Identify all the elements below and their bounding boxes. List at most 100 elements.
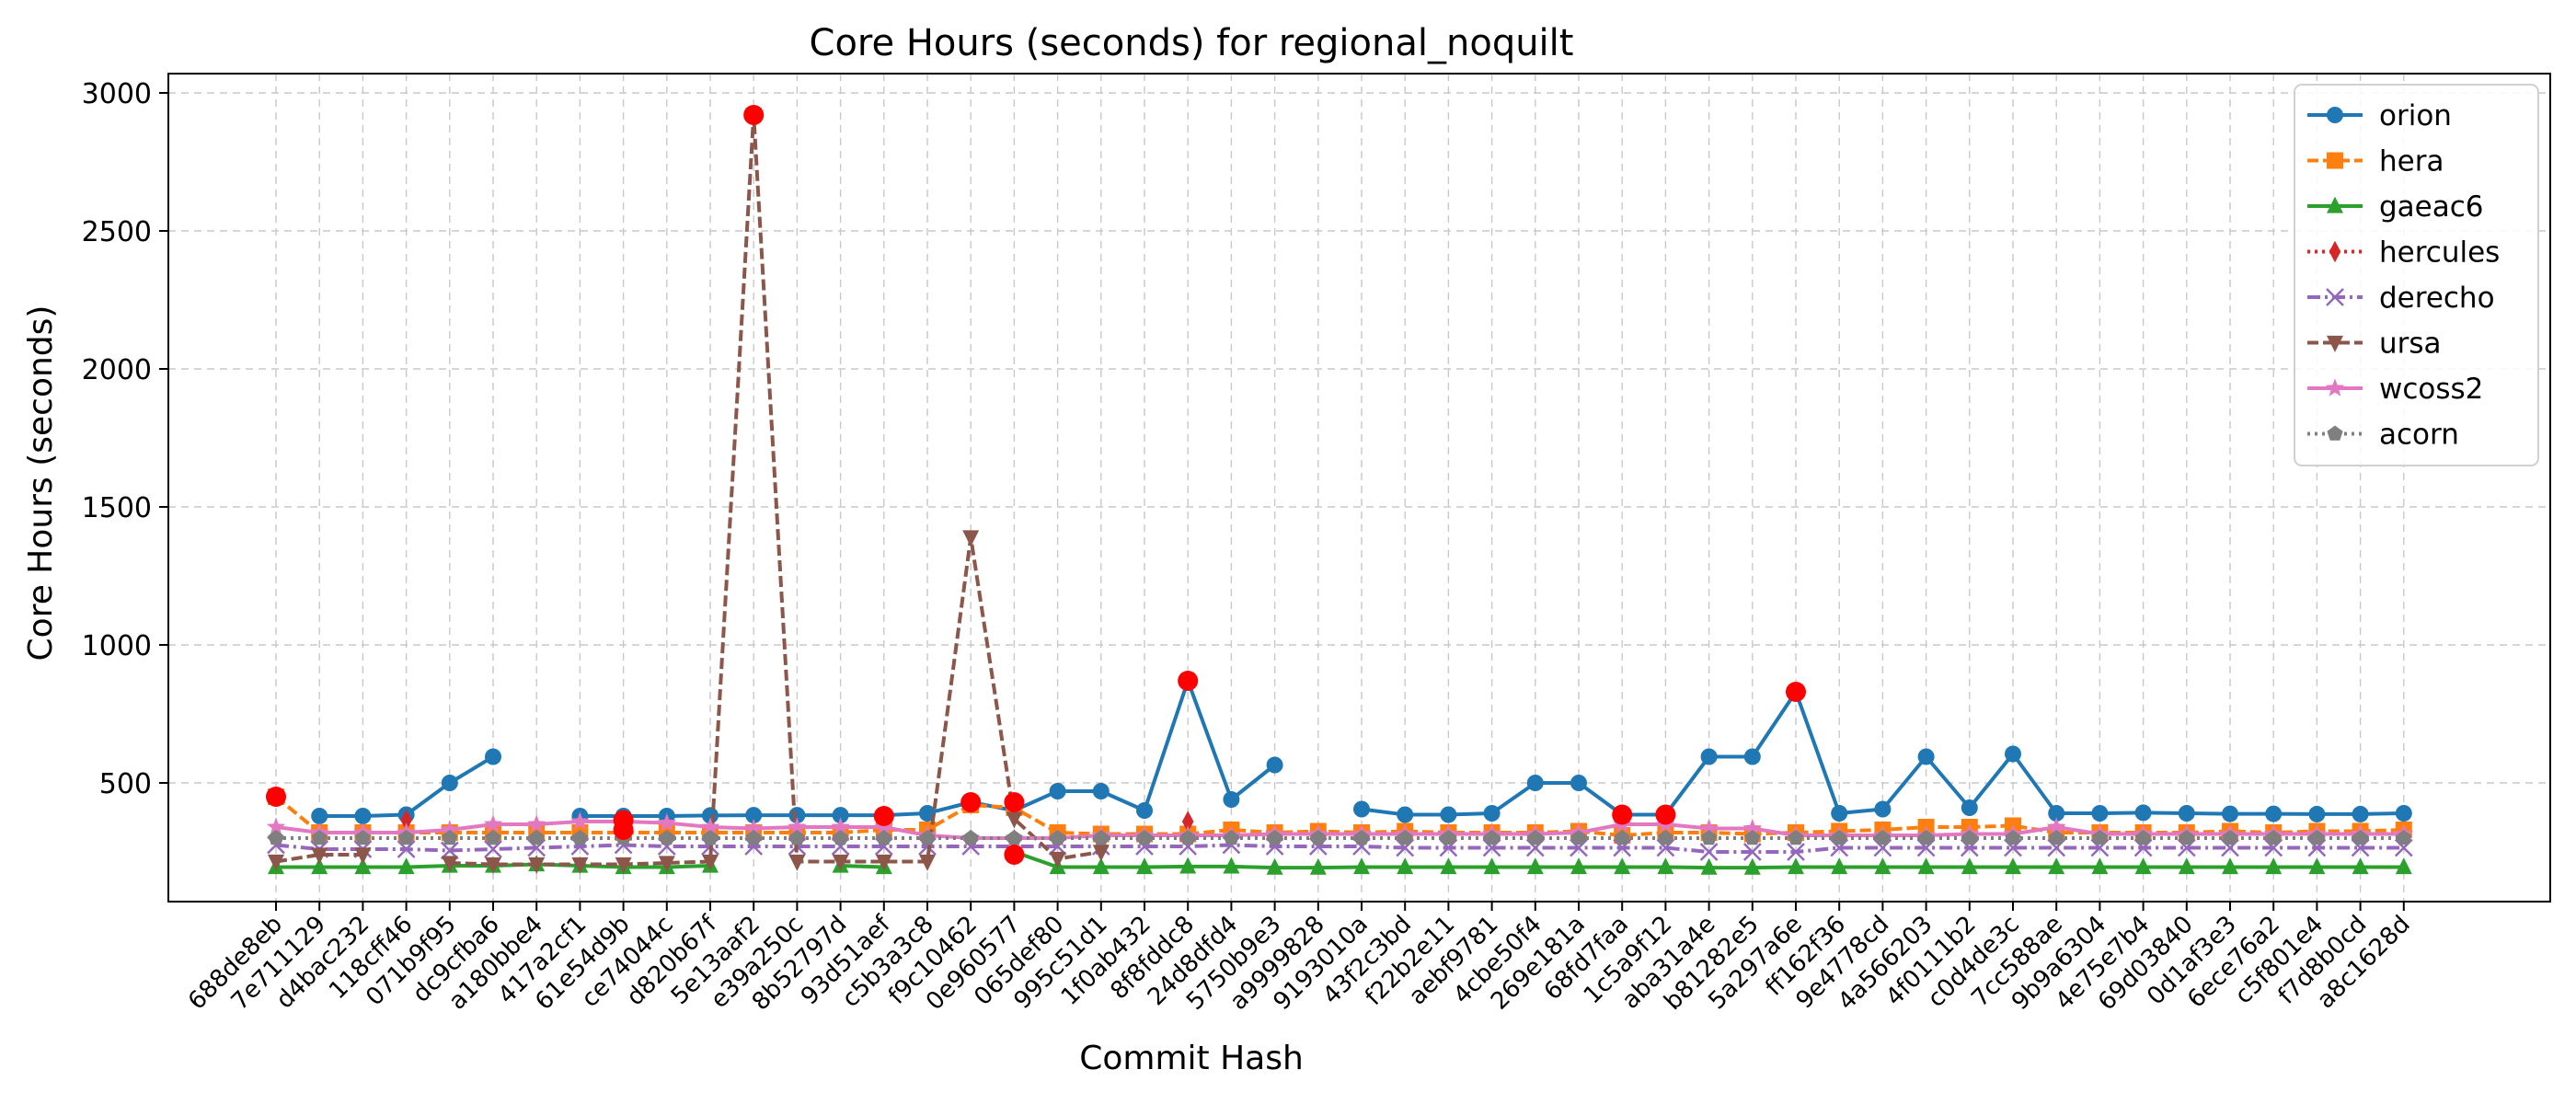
series-ursa (268, 108, 1110, 874)
data-point-acorn (1484, 830, 1501, 845)
legend-item-derecho: derecho (2307, 282, 2495, 315)
data-point-wcoss2 (788, 817, 807, 835)
data-point-orion (2005, 745, 2021, 763)
data-point-orion (2222, 805, 2238, 822)
data-point-orion (1526, 775, 1544, 791)
data-point-derecho (397, 840, 416, 858)
legend: orion hera gaeac6 hercules derecho ursa wcoss2… (2294, 84, 2539, 466)
data-point-acorn (2222, 830, 2238, 845)
data-point-orion (485, 748, 501, 765)
data-point-gaeac6 (1223, 857, 1240, 874)
data-point-orion (2048, 805, 2065, 822)
data-point-acorn (1267, 830, 1283, 845)
data-point-gaeac6 (1961, 857, 1978, 875)
data-point-acorn (1570, 830, 1587, 845)
series-line-derecho (275, 843, 2404, 854)
y-tick-label: 1000 (82, 630, 152, 662)
legend-item-orion: orion (2307, 99, 2452, 132)
data-point-acorn (2396, 830, 2412, 845)
legend-box (2294, 84, 2539, 466)
data-point-gaeac6 (2222, 857, 2238, 875)
data-point-orion (1223, 791, 1240, 808)
legend-marker (2327, 152, 2343, 169)
data-point-orion (745, 807, 763, 824)
data-point-acorn (2352, 830, 2369, 845)
legend-marker (2327, 107, 2343, 123)
data-point-gaeac6 (1353, 857, 1370, 875)
data-point-acorn (2179, 830, 2195, 845)
data-point-orion (1700, 748, 1718, 765)
data-point-acorn (2048, 830, 2064, 845)
highlight-point (873, 806, 894, 826)
data-point-acorn (1006, 830, 1022, 845)
data-point-orion (2134, 804, 2152, 822)
y-axis-label: Core Hours (seconds) (22, 305, 60, 661)
data-point-acorn (745, 830, 762, 845)
data-point-orion (2395, 805, 2412, 822)
series-layer (266, 108, 2414, 875)
data-point-ursa (702, 854, 719, 871)
data-point-orion (1570, 775, 1587, 791)
data-point-acorn (1657, 830, 1673, 845)
data-point-orion (1092, 783, 1110, 799)
data-point-acorn (571, 830, 588, 845)
data-point-gaeac6 (2395, 857, 2412, 875)
data-point-gaeac6 (1743, 857, 1761, 875)
series-line-gaeac6 (840, 864, 884, 869)
data-point-acorn (1918, 830, 1935, 845)
data-point-gaeac6 (397, 857, 415, 875)
data-point-acorn (962, 830, 979, 845)
data-point-gaeac6 (1570, 857, 1587, 875)
data-point-orion (1483, 805, 1501, 822)
data-point-gaeac6 (2134, 857, 2152, 875)
data-point-gaeac6 (1526, 857, 1544, 875)
data-point-ursa (1049, 851, 1066, 868)
data-point-derecho (484, 840, 502, 858)
data-point-acorn (1744, 830, 1761, 845)
data-point-gaeac6 (1788, 857, 1804, 875)
data-point-gaeac6 (1831, 857, 1848, 875)
highlight-point (960, 792, 982, 812)
data-point-acorn (876, 830, 892, 845)
data-point-wcoss2 (266, 817, 286, 835)
data-point-ursa (485, 857, 501, 874)
highlight-point (743, 105, 765, 125)
data-point-wcoss2 (526, 814, 546, 833)
legend-marker (2327, 335, 2343, 352)
data-point-acorn (1874, 830, 1891, 845)
data-point-wcoss2 (570, 811, 590, 830)
data-point-ursa (788, 854, 806, 871)
y-tick-label: 3000 (82, 78, 152, 110)
data-point-orion (2178, 805, 2195, 822)
data-point-acorn (485, 830, 501, 845)
legend-item-hera: hera (2307, 145, 2444, 178)
data-point-acorn (919, 830, 936, 845)
data-point-orion (441, 775, 458, 791)
data-point-ursa (268, 854, 284, 871)
y-tick-label: 2500 (82, 216, 152, 248)
data-point-acorn (833, 830, 849, 845)
data-point-acorn (2135, 830, 2152, 845)
legend-label: gaeac6 (2379, 190, 2484, 224)
highlight-point (1004, 792, 1025, 812)
axes: 50010001500200025003000688de8eb7e711129d… (82, 73, 2551, 1017)
data-point-gaeac6 (1092, 857, 1110, 875)
data-point-acorn (1093, 830, 1110, 845)
data-point-ursa (354, 847, 372, 865)
plot-frame (167, 73, 2551, 903)
data-point-gaeac6 (1136, 857, 1153, 875)
data-point-gaeac6 (1917, 857, 1935, 875)
data-point-acorn (2308, 830, 2325, 845)
legend-label: ursa (2379, 328, 2442, 361)
data-point-gaeac6 (2308, 857, 2326, 875)
data-point-acorn (659, 830, 675, 845)
data-point-orion (1353, 800, 1370, 818)
data-point-orion (832, 807, 849, 824)
data-point-acorn (2265, 830, 2282, 845)
data-point-orion (2265, 805, 2283, 822)
data-point-derecho (1742, 843, 1762, 861)
data-point-ursa (832, 854, 849, 871)
data-point-acorn (1179, 830, 1196, 845)
legend-label: orion (2379, 99, 2452, 132)
data-point-acorn (268, 830, 284, 845)
